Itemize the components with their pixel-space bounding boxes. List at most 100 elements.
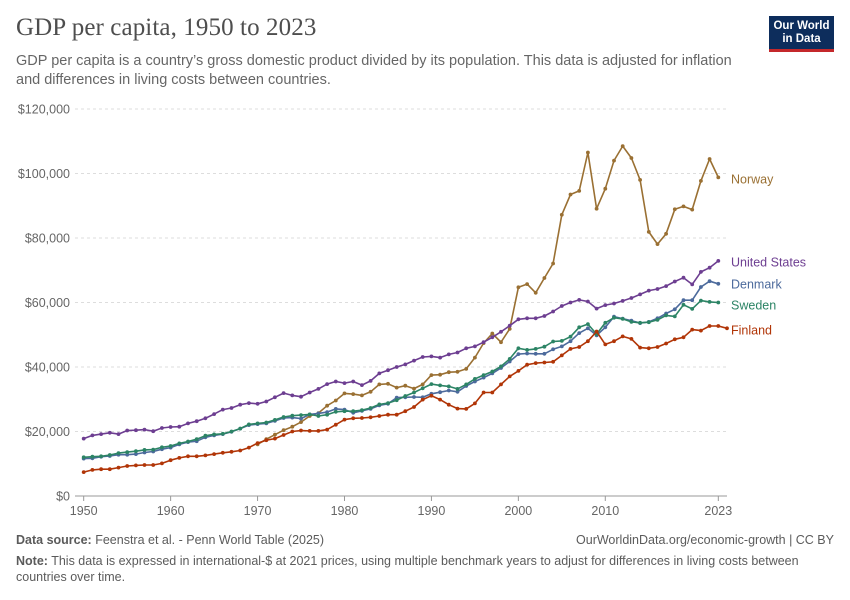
data-point (655, 345, 660, 349)
data-point (490, 335, 495, 340)
data-source-link[interactable]: Feenstra et al. - Penn World Table (2025… (95, 533, 325, 547)
data-point (499, 329, 503, 334)
data-point (186, 439, 190, 444)
data-point (386, 381, 390, 386)
data-point (699, 179, 703, 183)
data-point (716, 324, 721, 328)
data-point (603, 320, 608, 325)
data-point (342, 381, 347, 385)
data-point (255, 401, 260, 406)
data-point (481, 340, 486, 345)
data-point (655, 242, 660, 247)
data-point (255, 441, 260, 445)
data-point (646, 230, 651, 234)
x-tick-label: 1980 (331, 504, 359, 518)
data-point (99, 467, 103, 472)
chart-subtitle: GDP per capita is a country’s gross dome… (16, 53, 732, 88)
data-point (299, 416, 303, 421)
data-point (247, 445, 251, 450)
data-point (455, 406, 460, 411)
data-point (186, 454, 190, 459)
data-point (672, 337, 677, 342)
x-tick-label: 1950 (70, 504, 98, 518)
data-point (273, 436, 277, 441)
data-point (612, 301, 616, 306)
data-point (160, 461, 164, 466)
data-point (559, 344, 564, 349)
data-point (177, 456, 182, 460)
data-point (333, 422, 338, 427)
data-point (90, 433, 95, 438)
data-point (168, 458, 173, 463)
data-point (507, 357, 512, 361)
data-point (490, 369, 495, 374)
data-point (342, 409, 347, 414)
data-point (351, 409, 356, 414)
data-point (446, 402, 451, 407)
data-point (559, 212, 564, 217)
data-point (516, 346, 521, 351)
data-point (116, 451, 121, 455)
data-point (238, 402, 243, 407)
data-point (194, 454, 199, 459)
data-point (681, 335, 686, 340)
data-point (542, 276, 547, 280)
logo-line-1: Our World (773, 20, 830, 32)
data-point (646, 288, 651, 293)
data-point (586, 339, 590, 344)
data-point (629, 337, 634, 341)
series-label-norway: Norway (731, 173, 774, 187)
data-point (368, 406, 373, 410)
data-point (446, 370, 451, 375)
data-point (273, 418, 277, 422)
x-tick-label: 1970 (244, 504, 272, 518)
data-point (194, 437, 199, 442)
data-point (455, 369, 460, 374)
data-point (481, 373, 486, 377)
data-point (559, 304, 564, 308)
data-point (212, 412, 217, 416)
data-point (420, 397, 425, 402)
data-point (386, 368, 390, 373)
chart-note: Note: This data is expressed in internat… (16, 553, 831, 585)
data-point (264, 438, 269, 443)
data-point (586, 326, 590, 331)
data-point (168, 425, 173, 429)
data-point (420, 355, 425, 359)
data-point (386, 412, 390, 417)
source-url[interactable]: OurWorldinData.org/economic-growth | CC … (576, 533, 834, 547)
data-point (360, 383, 364, 387)
data-point (455, 350, 460, 355)
data-point (151, 429, 156, 434)
data-point (403, 383, 408, 388)
data-point (220, 431, 225, 436)
data-point (577, 325, 582, 330)
data-point (142, 427, 147, 432)
data-point (716, 281, 721, 286)
data-point (107, 453, 112, 457)
data-point (438, 397, 442, 402)
data-point (699, 298, 703, 303)
data-point (568, 339, 573, 344)
data-point (299, 420, 303, 424)
series-finland: Finland (81, 324, 772, 474)
data-point (707, 279, 712, 284)
data-point (168, 444, 173, 448)
data-point (716, 300, 721, 305)
data-point (542, 351, 547, 356)
data-point (420, 386, 425, 391)
data-point (290, 413, 295, 418)
data-source-label: Data source: (16, 533, 92, 547)
data-point (316, 414, 321, 418)
data-point (160, 426, 164, 430)
data-point (716, 175, 721, 180)
data-point (351, 416, 356, 421)
data-point (273, 432, 277, 437)
data-point (325, 382, 329, 386)
data-point (438, 390, 442, 395)
data-point (203, 453, 208, 458)
y-tick-label: $60,000 (25, 296, 70, 310)
data-point (333, 409, 338, 414)
note-label: Note: (16, 554, 48, 568)
owid-logo[interactable]: Our World in Data (769, 16, 834, 52)
